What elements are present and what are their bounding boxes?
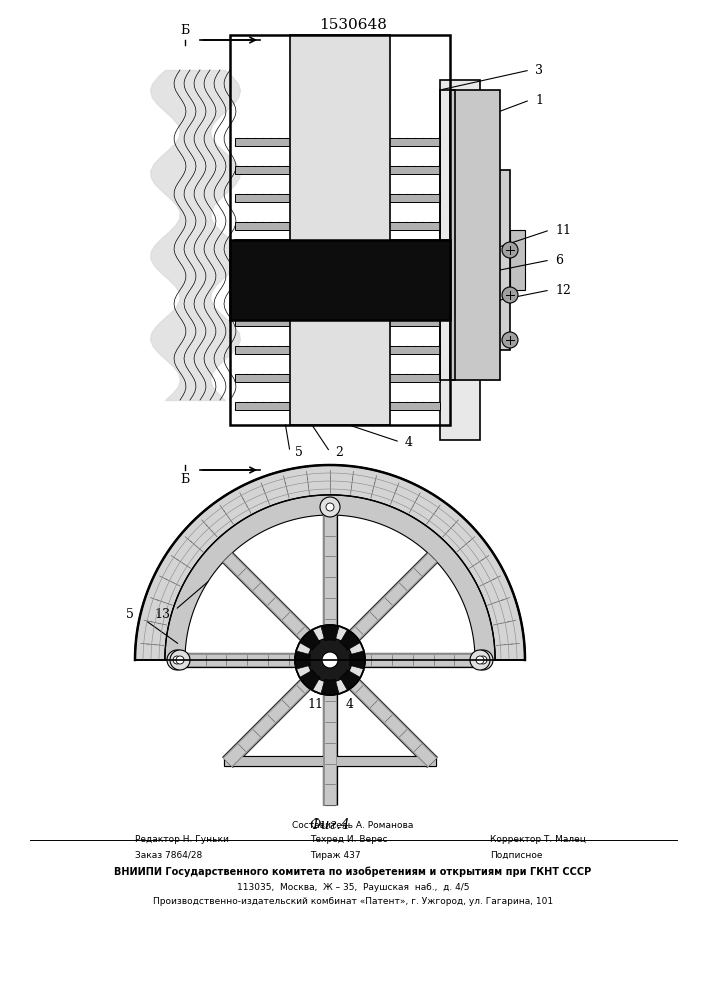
Text: Фиг.3: Фиг.3 — [290, 478, 330, 492]
Bar — [325, 515, 335, 805]
Text: Редактор Н. Гуньки: Редактор Н. Гуньки — [135, 836, 229, 844]
Wedge shape — [300, 630, 320, 650]
Text: Подписное: Подписное — [490, 850, 542, 859]
Circle shape — [173, 656, 181, 664]
Wedge shape — [349, 651, 365, 669]
Circle shape — [470, 650, 490, 670]
Text: 113035,  Москва,  Ж – 35,  Раушская  наб.,  д. 4/5: 113035, Москва, Ж – 35, Раушская наб., д… — [237, 882, 469, 892]
Bar — [510, 230, 525, 290]
Text: Составитель А. Романова: Составитель А. Романова — [292, 820, 414, 830]
Bar — [235, 402, 440, 410]
Bar — [235, 166, 440, 174]
Text: 1: 1 — [535, 94, 543, 106]
Circle shape — [322, 652, 338, 668]
Text: ВНИИПИ Государственного комитета по изобретениям и открытиям при ГКНТ СССР: ВНИИПИ Государственного комитета по изоб… — [115, 867, 592, 877]
Circle shape — [502, 287, 518, 303]
Text: 5: 5 — [126, 608, 134, 621]
Text: Б-Б: Б-Б — [317, 488, 342, 502]
Bar — [440, 80, 480, 440]
Circle shape — [176, 656, 184, 664]
Text: 6: 6 — [555, 253, 563, 266]
Text: 2: 2 — [335, 446, 343, 458]
Bar — [230, 35, 450, 425]
Circle shape — [476, 656, 484, 664]
Circle shape — [170, 650, 190, 670]
Text: Техред И. Верес: Техред И. Верес — [310, 836, 387, 844]
Text: 5: 5 — [295, 446, 303, 458]
Circle shape — [320, 497, 340, 517]
Bar — [185, 655, 475, 665]
Text: 1530648: 1530648 — [319, 18, 387, 32]
Bar — [235, 222, 440, 230]
Bar — [235, 318, 440, 326]
Text: 11: 11 — [307, 698, 323, 712]
Wedge shape — [300, 670, 320, 690]
Bar — [235, 194, 440, 202]
Circle shape — [167, 650, 187, 670]
Circle shape — [308, 638, 352, 682]
Bar — [235, 374, 440, 382]
Circle shape — [479, 656, 487, 664]
Bar — [450, 90, 500, 380]
Bar — [235, 346, 440, 354]
Wedge shape — [321, 679, 339, 695]
Bar — [224, 756, 436, 766]
Wedge shape — [321, 625, 339, 641]
Text: Заказ 7864/28: Заказ 7864/28 — [135, 850, 202, 859]
Text: Тираж 437: Тираж 437 — [310, 850, 361, 859]
Circle shape — [502, 332, 518, 348]
Text: 13: 13 — [154, 608, 170, 621]
Text: Производственно-издательский комбинат «Патент», г. Ужгород, ул. Гагарина, 101: Производственно-издательский комбинат «П… — [153, 898, 553, 906]
Bar — [440, 90, 455, 380]
Text: 4: 4 — [346, 698, 354, 712]
Bar — [235, 240, 450, 320]
Wedge shape — [340, 670, 361, 690]
Polygon shape — [165, 495, 495, 660]
Text: Корректор Т. Малец: Корректор Т. Малец — [490, 836, 586, 844]
Bar — [235, 138, 440, 146]
Text: Фиг.4: Фиг.4 — [310, 818, 350, 832]
Circle shape — [326, 503, 334, 511]
Circle shape — [502, 242, 518, 258]
Circle shape — [473, 650, 493, 670]
Wedge shape — [295, 651, 310, 669]
Text: Б: Б — [180, 473, 189, 486]
Wedge shape — [340, 630, 361, 650]
Bar — [290, 35, 390, 425]
Text: Б: Б — [180, 24, 189, 37]
Text: 3: 3 — [535, 64, 543, 77]
Text: 12: 12 — [555, 284, 571, 296]
Polygon shape — [135, 465, 525, 660]
Text: 11: 11 — [555, 224, 571, 236]
Circle shape — [295, 625, 365, 695]
Bar — [224, 756, 436, 766]
Text: 4: 4 — [405, 436, 413, 448]
Bar — [480, 170, 510, 350]
Bar — [230, 240, 450, 320]
